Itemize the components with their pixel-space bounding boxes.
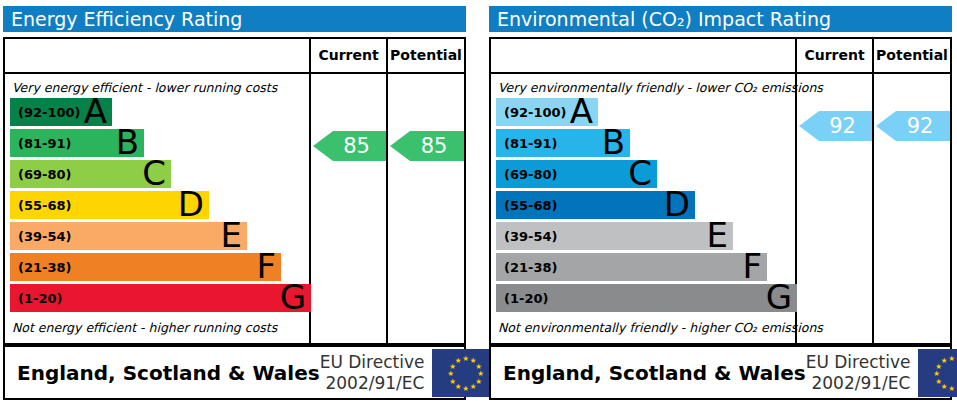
potential-rating-arrow: 85 [390, 131, 464, 161]
band-range: (1-20) [504, 291, 548, 306]
band-d: (55-68) D [496, 191, 695, 219]
top-caption: Very environmentally friendly - lower CO… [498, 80, 823, 95]
column-header-row: Current Potential [491, 39, 950, 74]
band-f: (21-38) F [10, 253, 281, 281]
eu-directive-label: EU Directive 2002/91/EC [806, 352, 911, 393]
band-range: (55-68) [18, 198, 71, 213]
column-divider [386, 39, 388, 343]
eu-directive-label: EU Directive 2002/91/EC [320, 352, 425, 393]
band-range: (81-91) [504, 136, 557, 151]
band-b: (81-91) B [10, 129, 144, 157]
eu-directive-line2: 2002/91/EC [320, 373, 425, 394]
band-letter: C [142, 159, 166, 187]
band-letter: B [602, 128, 625, 156]
current-rating-arrow: 92 [799, 111, 872, 141]
region-label: England, Scotland & Wales [5, 361, 320, 385]
eu-directive-line1: EU Directive [806, 352, 911, 373]
band-letter: B [116, 128, 139, 156]
band-letter: G [280, 283, 306, 311]
potential-rating-value: 85 [421, 134, 448, 158]
band-g: (1-20) G [10, 284, 311, 312]
band-range: (92-100) [18, 105, 81, 120]
band-letter: C [628, 159, 652, 187]
current-rating-value: 85 [343, 134, 370, 158]
band-a: (92-100) A [496, 98, 598, 126]
svg-text:★: ★ [470, 382, 477, 391]
svg-text:★: ★ [941, 356, 948, 365]
band-e: (39-54) E [10, 222, 247, 250]
panel-footer: England, Scotland & Wales EU Directive 2… [489, 345, 952, 400]
energy-efficiency-panel: Energy Efficiency Rating Current Potenti… [3, 6, 466, 400]
band-d: (55-68) D [10, 191, 209, 219]
band-a: (92-100) A [10, 98, 112, 126]
band-range: (81-91) [18, 136, 71, 151]
column-header-row: Current Potential [5, 39, 464, 74]
band-range: (21-38) [504, 260, 557, 275]
bottom-caption: Not environmentally friendly - higher CO… [498, 320, 823, 335]
epc-rating-charts: Energy Efficiency Rating Current Potenti… [0, 0, 957, 404]
current-column-header: Current [311, 39, 386, 72]
band-range: (92-100) [504, 105, 567, 120]
panel-footer: England, Scotland & Wales EU Directive 2… [3, 345, 466, 400]
band-range: (55-68) [504, 198, 557, 213]
band-letter: A [84, 97, 107, 125]
band-range: (1-20) [18, 291, 62, 306]
bottom-caption: Not energy efficient - higher running co… [12, 320, 277, 335]
band-letter: F [742, 252, 762, 280]
potential-column-header: Potential [388, 39, 464, 72]
band-range: (39-54) [18, 229, 71, 244]
eu-directive-line1: EU Directive [320, 352, 425, 373]
svg-text:★: ★ [455, 356, 462, 365]
top-caption: Very energy efficient - lower running co… [12, 80, 277, 95]
svg-text:★: ★ [463, 354, 470, 363]
band-letter: D [178, 190, 204, 218]
eu-directive-line2: 2002/91/EC [806, 373, 911, 394]
band-c: (69-80) C [496, 160, 657, 188]
current-column-header: Current [797, 39, 872, 72]
energy-rating-chart: Current Potential Very energy efficient … [3, 37, 466, 345]
band-g: (1-20) G [496, 284, 797, 312]
co2-panel-title: Environmental (CO₂) Impact Rating [489, 6, 952, 32]
potential-column-header: Potential [874, 39, 950, 72]
band-f: (21-38) F [496, 253, 767, 281]
potential-rating-value: 92 [907, 114, 934, 138]
co2-rating-chart: Current Potential Very environmentally f… [489, 37, 952, 345]
band-e: (39-54) E [496, 222, 733, 250]
band-range: (21-38) [18, 260, 71, 275]
band-range: (69-80) [504, 167, 557, 182]
band-range: (39-54) [504, 229, 557, 244]
current-rating-arrow: 85 [313, 131, 386, 161]
current-rating-value: 92 [829, 114, 856, 138]
band-letter: F [256, 252, 276, 280]
svg-text:★: ★ [463, 384, 470, 393]
energy-panel-title: Energy Efficiency Rating [3, 6, 466, 32]
band-letter: G [766, 283, 792, 311]
column-divider [872, 39, 874, 343]
co2-impact-panel: Environmental (CO₂) Impact Rating Curren… [489, 6, 952, 400]
band-b: (81-91) B [496, 129, 630, 157]
band-letter: A [570, 97, 593, 125]
band-range: (69-80) [18, 167, 71, 182]
eu-flag-icon: ★★★ ★★★ ★★★ ★★★ [918, 349, 957, 397]
band-letter: D [664, 190, 690, 218]
band-c: (69-80) C [10, 160, 171, 188]
svg-text:★: ★ [949, 384, 956, 393]
band-ladder: (92-100) A (81-91) B (69-80) C (55-68) D… [496, 98, 797, 315]
svg-text:★: ★ [949, 354, 956, 363]
band-letter: E [707, 221, 728, 249]
potential-rating-arrow: 92 [876, 111, 950, 141]
band-ladder: (92-100) A (81-91) B (69-80) C (55-68) D… [10, 98, 311, 315]
region-label: England, Scotland & Wales [491, 361, 806, 385]
band-letter: E [221, 221, 242, 249]
